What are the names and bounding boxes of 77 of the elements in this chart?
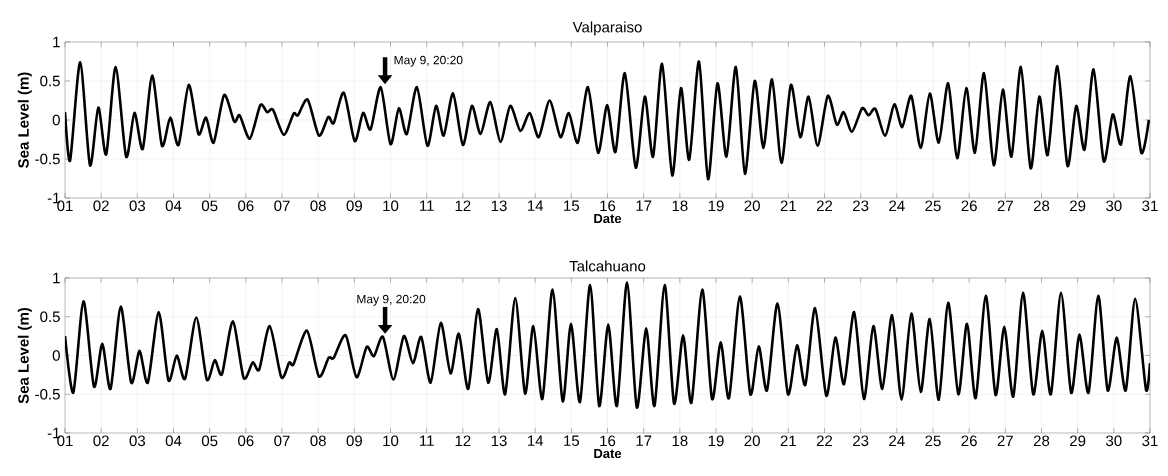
x-tick-label: 13	[491, 435, 507, 447]
y-tick-label: 0.5	[40, 75, 60, 87]
y-axis-title: Sea Level (m)	[17, 72, 32, 168]
x-tick-label: 29	[1070, 435, 1086, 447]
x-tick-label: 03	[129, 200, 146, 212]
x-tick-label: 05	[201, 200, 218, 212]
x-tick-label: 19	[708, 435, 724, 447]
x-tick-label: 08	[310, 435, 326, 447]
x-tick-label: 17	[636, 435, 652, 446]
x-tick-label: 14	[527, 200, 544, 211]
x-tick-label: 16	[600, 200, 616, 212]
x-tick-label: 15	[564, 200, 580, 211]
x-tick-label: 12	[455, 435, 471, 446]
x-tick-label: 24	[889, 435, 905, 446]
x-tick-label: 17	[636, 200, 652, 211]
x-tick-label: 06	[238, 200, 254, 212]
x-tick-label: 23	[853, 200, 869, 212]
x-tick-label: 07	[274, 435, 290, 447]
x-tick-label: 20	[744, 200, 760, 212]
x-tick-label: 14	[527, 435, 544, 446]
chart-title: Talcahuano	[569, 260, 646, 272]
x-tick-label: 02	[93, 435, 109, 447]
x-tick-label: 27	[997, 435, 1013, 446]
x-tick-label: 21	[780, 200, 796, 211]
x-tick-label: 20	[744, 435, 760, 447]
y-tick-label: 1	[53, 36, 60, 48]
x-tick-label: 09	[346, 435, 362, 447]
x-tick-label: 28	[1033, 200, 1050, 212]
x-axis-title: Date	[594, 214, 622, 224]
line-series	[65, 281, 1150, 409]
y-tick-label: 0.5	[40, 311, 60, 323]
chart-title: Valparaiso	[572, 21, 642, 36]
x-tick-label: 09	[346, 200, 362, 212]
x-tick-label: 21	[780, 435, 796, 446]
x-tick-label: 10	[383, 435, 399, 447]
x-tick-label: 04	[165, 435, 182, 447]
x-tick-label: 13	[491, 200, 507, 212]
y-tick-label: 0	[52, 114, 60, 126]
x-tick-label: 23	[853, 435, 869, 447]
x-tick-label: 04	[165, 200, 182, 212]
x-tick-label: 11	[420, 435, 434, 446]
x-tick-label: 10	[383, 200, 399, 212]
x-tick-label: 25	[925, 435, 941, 447]
x-tick-label: 02	[93, 200, 109, 212]
x-tick-label: 26	[961, 200, 977, 212]
x-tick-label: 30	[1106, 435, 1122, 447]
x-tick-label: 19	[708, 200, 724, 212]
x-tick-label: 26	[961, 435, 977, 447]
x-tick-label: 18	[672, 200, 688, 212]
y-tick-label: 1	[53, 272, 60, 284]
x-tick-label: 31	[1142, 435, 1158, 447]
x-tick-label: 30	[1106, 200, 1122, 212]
annotation: May 9, 20:20	[394, 55, 463, 67]
annotation: May 9, 20:20	[357, 294, 426, 306]
x-tick-label: 15	[564, 435, 580, 446]
x-tick-label: 25	[925, 200, 941, 212]
x-tick-label: 31	[1142, 200, 1158, 212]
x-tick-label: 03	[129, 435, 146, 447]
x-tick-label: 18	[672, 435, 688, 447]
y-tick-label: -0.5	[35, 153, 60, 165]
x-tick-label: 27	[997, 200, 1013, 211]
x-tick-label: 22	[816, 435, 833, 446]
x-tick-label: 08	[310, 200, 326, 212]
x-tick-label: 16	[600, 435, 616, 447]
x-tick-label: 06	[238, 435, 254, 447]
x-tick-label: 11	[420, 200, 434, 211]
x-tick-label: 07	[274, 200, 290, 212]
x-tick-label: 28	[1033, 435, 1050, 447]
x-tick-label: 05	[201, 435, 218, 447]
x-tick-label: 12	[455, 200, 471, 211]
x-tick-label: 22	[816, 200, 833, 211]
x-tick-label: 24	[889, 200, 905, 211]
y-axis-title: Sea Level (m)	[17, 307, 32, 404]
y-tick-label: -0.5	[35, 388, 60, 400]
x-axis-title: Date	[594, 449, 622, 459]
x-tick-label: 29	[1070, 200, 1086, 212]
y-tick-label: 0	[52, 350, 60, 361]
